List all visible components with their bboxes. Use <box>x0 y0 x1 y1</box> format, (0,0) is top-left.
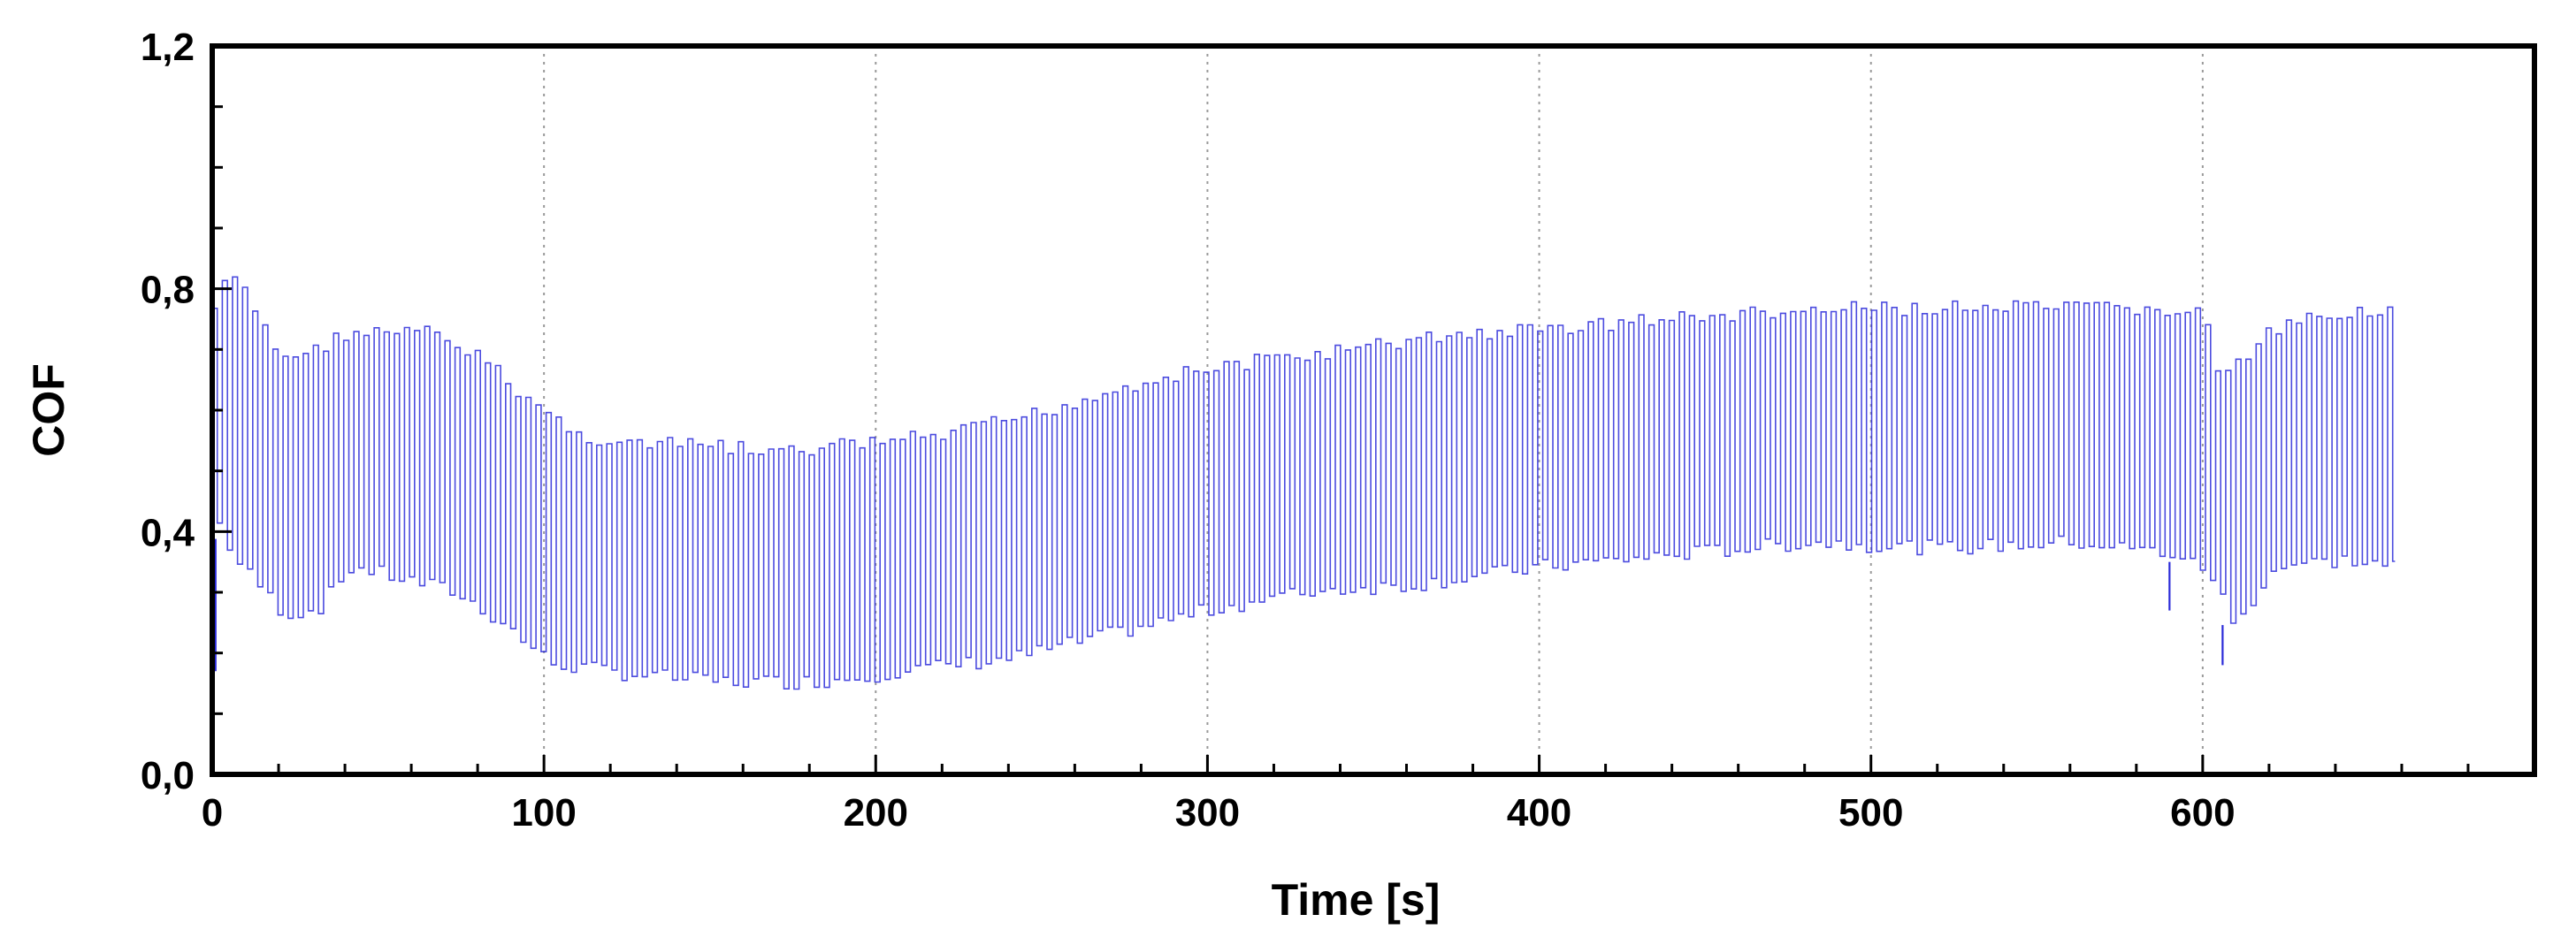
y-tick-label-0-0: 0,0 <box>141 754 195 797</box>
y-tick-labels: 0,0 0,4 0,8 1,2 <box>141 26 195 797</box>
axis-ticks <box>210 44 2536 776</box>
y-tick-label-1-2: 1,2 <box>141 26 195 69</box>
y-axis-title: COF <box>24 363 73 457</box>
x-tick-label-300: 300 <box>1175 791 1240 834</box>
x-tick-label-200: 200 <box>844 791 908 834</box>
x-tick-label-400: 400 <box>1507 791 1571 834</box>
cof-signal-line <box>211 276 2396 690</box>
x-tick-label-100: 100 <box>511 791 576 834</box>
x-axis-title: Time [s] <box>1272 875 1441 925</box>
x-tick-label-600: 600 <box>2170 791 2235 834</box>
x-tick-label-0: 0 <box>202 791 223 834</box>
y-tick-label-0-8: 0,8 <box>141 269 195 312</box>
x-tick-label-500: 500 <box>1838 791 1903 834</box>
series-cof <box>211 276 2396 690</box>
y-tick-label-0-4: 0,4 <box>141 511 195 554</box>
x-tick-labels: 0 100 200 300 400 500 600 <box>202 791 2236 834</box>
grid-lines <box>543 46 2204 774</box>
